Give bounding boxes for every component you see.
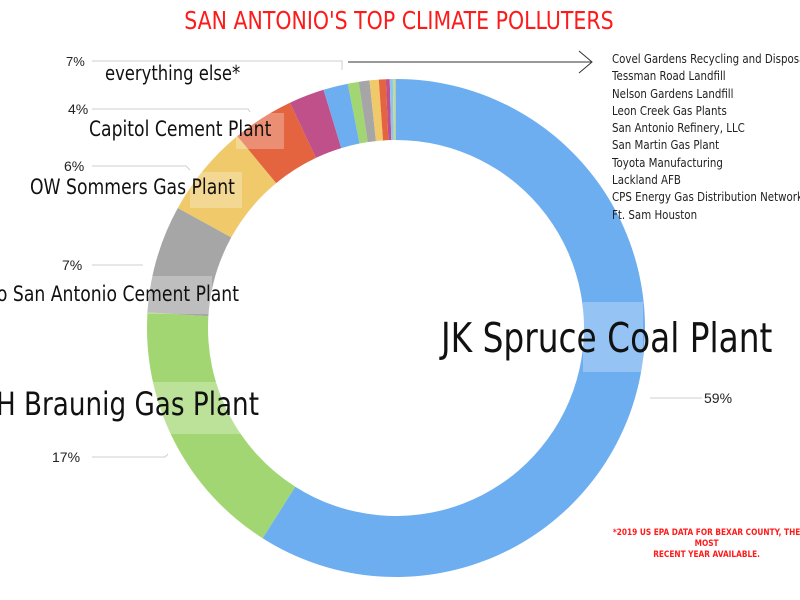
donut-slice [347, 81, 368, 144]
leader-capitol [92, 108, 251, 113]
label-highlight [148, 276, 212, 314]
legend-item: Toyota Manufacturing [612, 154, 723, 170]
pct-capitol: 4% [68, 101, 89, 117]
label-highlight [583, 302, 643, 372]
donut-slice [289, 89, 342, 158]
donut-slice [378, 79, 389, 141]
footnote: *2019 US EPA DATA FOR BEXAR COUNTY, THE … [600, 528, 800, 561]
footnote-line-2: RECENT YEAR AVAILABLE. [653, 550, 760, 560]
label-highlight [148, 382, 268, 434]
legend-item: Lackland AFB [612, 172, 681, 188]
legend-item: CPS Energy Gas Distribution Network [612, 189, 800, 205]
legend-item: Tessman Road Landfill [612, 68, 726, 84]
arrow-head-icon [578, 50, 593, 74]
donut-slice [389, 79, 394, 141]
donut-slice [358, 80, 376, 143]
pct-vh-braunig: 17% [52, 449, 81, 465]
donut-slice [392, 79, 396, 141]
pct-alamo: 7% [62, 257, 83, 273]
label-everything-else: everything else* [105, 61, 241, 85]
pct-jk-spruce: 59% [704, 390, 733, 406]
label-highlight [190, 172, 242, 208]
leader-vh-braunig [92, 453, 169, 458]
donut-slice [323, 83, 360, 149]
legend-item: Leon Creek Gas Plants [612, 102, 727, 118]
chart-title: SAN ANTONIO'S TOP CLIMATE POLLUTERS [184, 6, 614, 35]
donut-slices [147, 79, 645, 577]
label-capitol: Capitol Cement Plant [89, 117, 272, 141]
label-alamo: Alamo San Antonio Cement Plant [0, 282, 239, 306]
donut-slice [385, 79, 392, 141]
donut-slice [147, 208, 232, 317]
label-vh-braunig: VH Braunig Gas Plant [0, 385, 259, 423]
legend-item: Ft. Sam Houston [612, 206, 698, 222]
leader-everything-else [92, 60, 343, 70]
donut-slice [395, 79, 396, 141]
label-highlight [236, 113, 284, 149]
everything-else-legend: Covel Gardens Recycling and Disposal Tes… [612, 50, 800, 223]
donut-slice [262, 79, 645, 577]
legend-item: Nelson Gardens Landfill [612, 85, 734, 101]
pct-ow-sommers: 6% [64, 158, 85, 174]
footnote-line-1: *2019 US EPA DATA FOR BEXAR COUNTY, THE … [612, 528, 800, 549]
legend-item: San Martin Gas Plant [612, 137, 720, 153]
pct-everything-else: 7% [66, 54, 85, 69]
legend-item: Covel Gardens Recycling and Disposal [612, 51, 800, 66]
label-jk-spruce: JK Spruce Coal Plant [441, 314, 773, 362]
donut-slice [147, 312, 296, 539]
label-ow-sommers: OW Sommers Gas Plant [30, 175, 235, 199]
legend-item: San Antonio Refinery, LLC [612, 120, 745, 136]
leader-ow-sommers [92, 165, 191, 171]
donut-slice [369, 79, 384, 142]
donut-slice [177, 136, 277, 238]
donut-slice [237, 102, 316, 184]
